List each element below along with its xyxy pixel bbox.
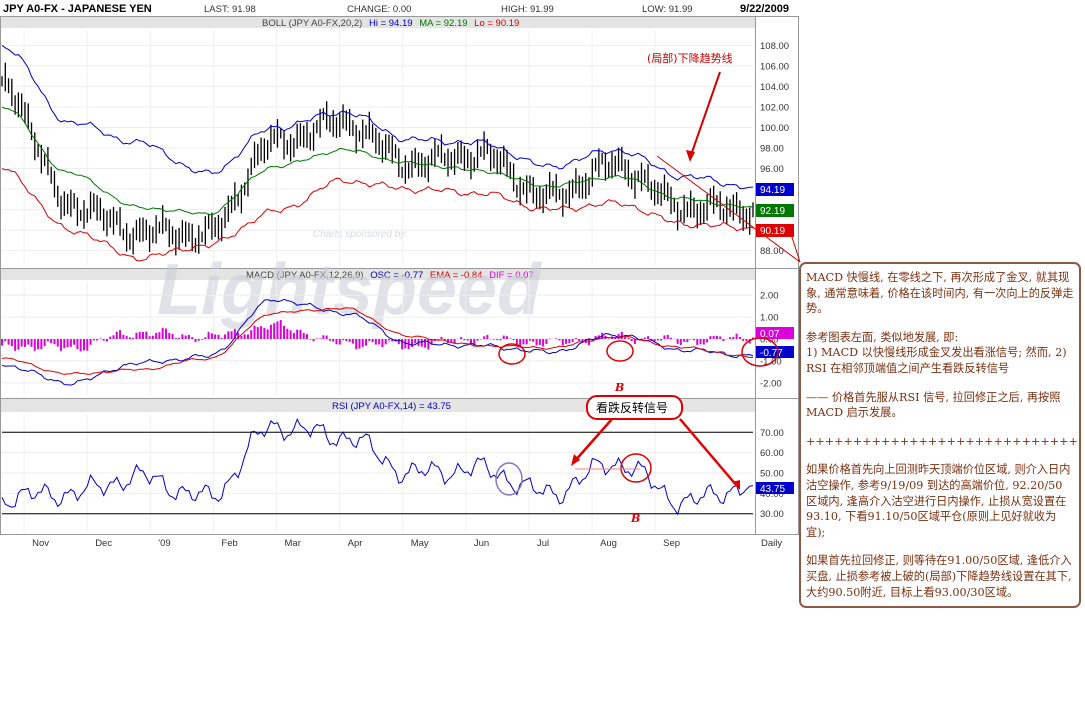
macd-series bbox=[1, 298, 754, 386]
upper-band-line bbox=[1, 44, 754, 190]
macd-cross-circle-2 bbox=[606, 340, 634, 362]
macd-title: MACD (JPY A0-FX,12,26,9) OSC = -0.77 EMA… bbox=[246, 270, 534, 281]
trendline bbox=[656, 155, 801, 263]
analysis-note: MACD 快慢线, 在零线之下, 再次形成了金叉, 就其现象, 通常意味着, 价… bbox=[799, 262, 1081, 608]
rsi-tick-label: 40.00 bbox=[760, 489, 784, 500]
boll-title: BOLL (JPY A0-FX,20,2) Hi = 94.19 MA = 92… bbox=[262, 18, 519, 29]
month-tick-label: '09 bbox=[158, 538, 170, 549]
month-tick-label: Jul bbox=[537, 538, 549, 549]
callout-arrow-right bbox=[679, 418, 738, 487]
note-connector bbox=[789, 230, 801, 263]
month-tick-label: Nov bbox=[32, 538, 49, 549]
rsi-title: RSI (JPY A0-FX,14) = 43.75 bbox=[332, 401, 451, 412]
callout-arrow-left bbox=[573, 418, 613, 463]
macd-title-strip bbox=[1, 269, 755, 280]
macd-tick-label: 2.00 bbox=[760, 291, 779, 302]
rsi-tick-label: 60.00 bbox=[760, 448, 784, 459]
trendline-annotation: (局部)下降趋势线 bbox=[647, 51, 733, 65]
rsi-panel bbox=[0, 398, 799, 535]
macd-tick-label: -2.00 bbox=[760, 378, 782, 389]
month-tick-label: Sep bbox=[663, 538, 680, 549]
note-paragraph-4: 如果价格首先向上回测昨天顶端价位区域, 则介入日内沽空操作, 参考9/19/09… bbox=[806, 463, 1071, 539]
low-value: LOW: 91.99 bbox=[642, 4, 693, 15]
rsi-tick-label: 30.00 bbox=[760, 509, 784, 520]
month-tick-label: Jun bbox=[474, 538, 489, 549]
boll-tick-label: 102.00 bbox=[760, 102, 789, 113]
lower-band-line bbox=[1, 168, 754, 262]
boll-tick-label: 100.00 bbox=[760, 123, 789, 134]
boll-tick-label: 106.00 bbox=[760, 61, 789, 72]
note-paragraph-3: —— 价格首先服从RSI 信号, 拉回修正之后, 再按照MACD 启示发展。 bbox=[806, 390, 1061, 420]
callout-text: 看跌反转信号 bbox=[596, 400, 668, 415]
macd-tick-label: -1.00 bbox=[760, 356, 782, 367]
callout-box bbox=[586, 395, 683, 420]
month-tick-label: Aug bbox=[600, 538, 617, 549]
annotations: (局部)下降趋势线 看跌反转信号 B B bbox=[495, 51, 801, 525]
rsi-line bbox=[1, 417, 754, 516]
hi-badge: 94.19 bbox=[760, 185, 785, 196]
note-paragraph-2b: 1) MACD 以快慢线形成金叉发出看涨信号; 然而, 2) RSI 在相邻顶端… bbox=[806, 346, 1067, 375]
ma-badge-bg bbox=[756, 204, 794, 217]
rsi-peak-circle bbox=[495, 462, 523, 496]
marker-b-bottom: B bbox=[630, 512, 640, 525]
header-bar: JPY A0-FX - JAPANESE YEN LAST: 91.98 CHA… bbox=[3, 3, 789, 15]
boll-series bbox=[1, 44, 754, 262]
watermark-sponsor: Charts sponsored by: bbox=[313, 229, 408, 240]
macd-tick-label: 1.00 bbox=[760, 313, 779, 324]
month-tick-label: Apr bbox=[348, 538, 363, 549]
dif-badge-bg bbox=[756, 327, 794, 339]
callout-arrowhead-right bbox=[732, 480, 740, 490]
boll-tick-label: 98.00 bbox=[760, 144, 784, 155]
rsi-badge-bg bbox=[756, 482, 794, 494]
rsi-divergence-circle bbox=[620, 453, 652, 483]
chart-date: 9/22/2009 bbox=[740, 3, 789, 15]
boll-title-strip bbox=[1, 17, 755, 28]
period-label: Daily bbox=[761, 538, 782, 549]
note-paragraph-5: 如果首先拉回修正, 则等待在91.00/50区域, 逢低介入买盘, 止损参考被上… bbox=[806, 554, 1072, 599]
macd-ema-line bbox=[1, 307, 754, 375]
callout-arrowhead-left bbox=[571, 454, 580, 466]
note-paragraph-1: MACD 快慢线, 在零线之下, 再次形成了金叉, 就其现象, 通常意味着, 价… bbox=[806, 271, 1074, 316]
dif-badge: 0.07 bbox=[760, 329, 780, 340]
rsi-tick-label: 50.00 bbox=[760, 469, 784, 480]
middle-band-line bbox=[1, 106, 754, 216]
osc-badge-bg bbox=[756, 346, 794, 358]
macd-cross-circle-1 bbox=[498, 343, 526, 365]
month-tick-label: Dec bbox=[95, 538, 112, 549]
month-tick-label: Feb bbox=[221, 538, 237, 549]
note-divider: +++++++++++++++++++++++++++++ bbox=[806, 434, 1078, 448]
osc-badge: -0.77 bbox=[760, 348, 783, 359]
high-value: HIGH: 91.99 bbox=[501, 4, 554, 15]
marker-b-top: B bbox=[614, 381, 624, 394]
hi-badge-bg bbox=[756, 183, 794, 196]
boll-tick-label: 88.00 bbox=[760, 246, 784, 257]
month-tick-label: Mar bbox=[285, 538, 301, 549]
symbol-title: JPY A0-FX - JAPANESE YEN bbox=[3, 3, 152, 15]
watermark-logo: Lightspeed bbox=[157, 250, 543, 330]
macd-osc-line bbox=[1, 298, 754, 386]
note-paragraph-2a: 参考图表左面, 类似地发展, 即: bbox=[806, 330, 959, 344]
boll-tick-label: 96.00 bbox=[760, 164, 784, 175]
macd-cross-circle-3 bbox=[741, 337, 779, 367]
annotation-arrow bbox=[689, 71, 721, 159]
change-value: CHANGE: 0.00 bbox=[347, 4, 411, 15]
rsi-tick-label: 70.00 bbox=[760, 428, 784, 439]
last-value: LAST: 91.98 bbox=[204, 4, 256, 15]
lo-badge-bg bbox=[756, 224, 794, 237]
rsi-title-strip bbox=[1, 399, 755, 412]
rsi-series bbox=[1, 417, 754, 516]
boll-tick-label: 104.00 bbox=[760, 82, 789, 93]
ma-badge: 92.19 bbox=[760, 206, 785, 217]
lo-badge: 90.19 bbox=[760, 226, 785, 237]
month-tick-label: May bbox=[411, 538, 429, 549]
rsi-badge: 43.75 bbox=[760, 484, 785, 495]
price-badges: 94.19 92.19 90.19 0.07 -0.77 43.75 bbox=[756, 183, 794, 495]
boll-tick-label: 108.00 bbox=[760, 41, 789, 52]
annotation-arrowhead bbox=[686, 150, 695, 162]
